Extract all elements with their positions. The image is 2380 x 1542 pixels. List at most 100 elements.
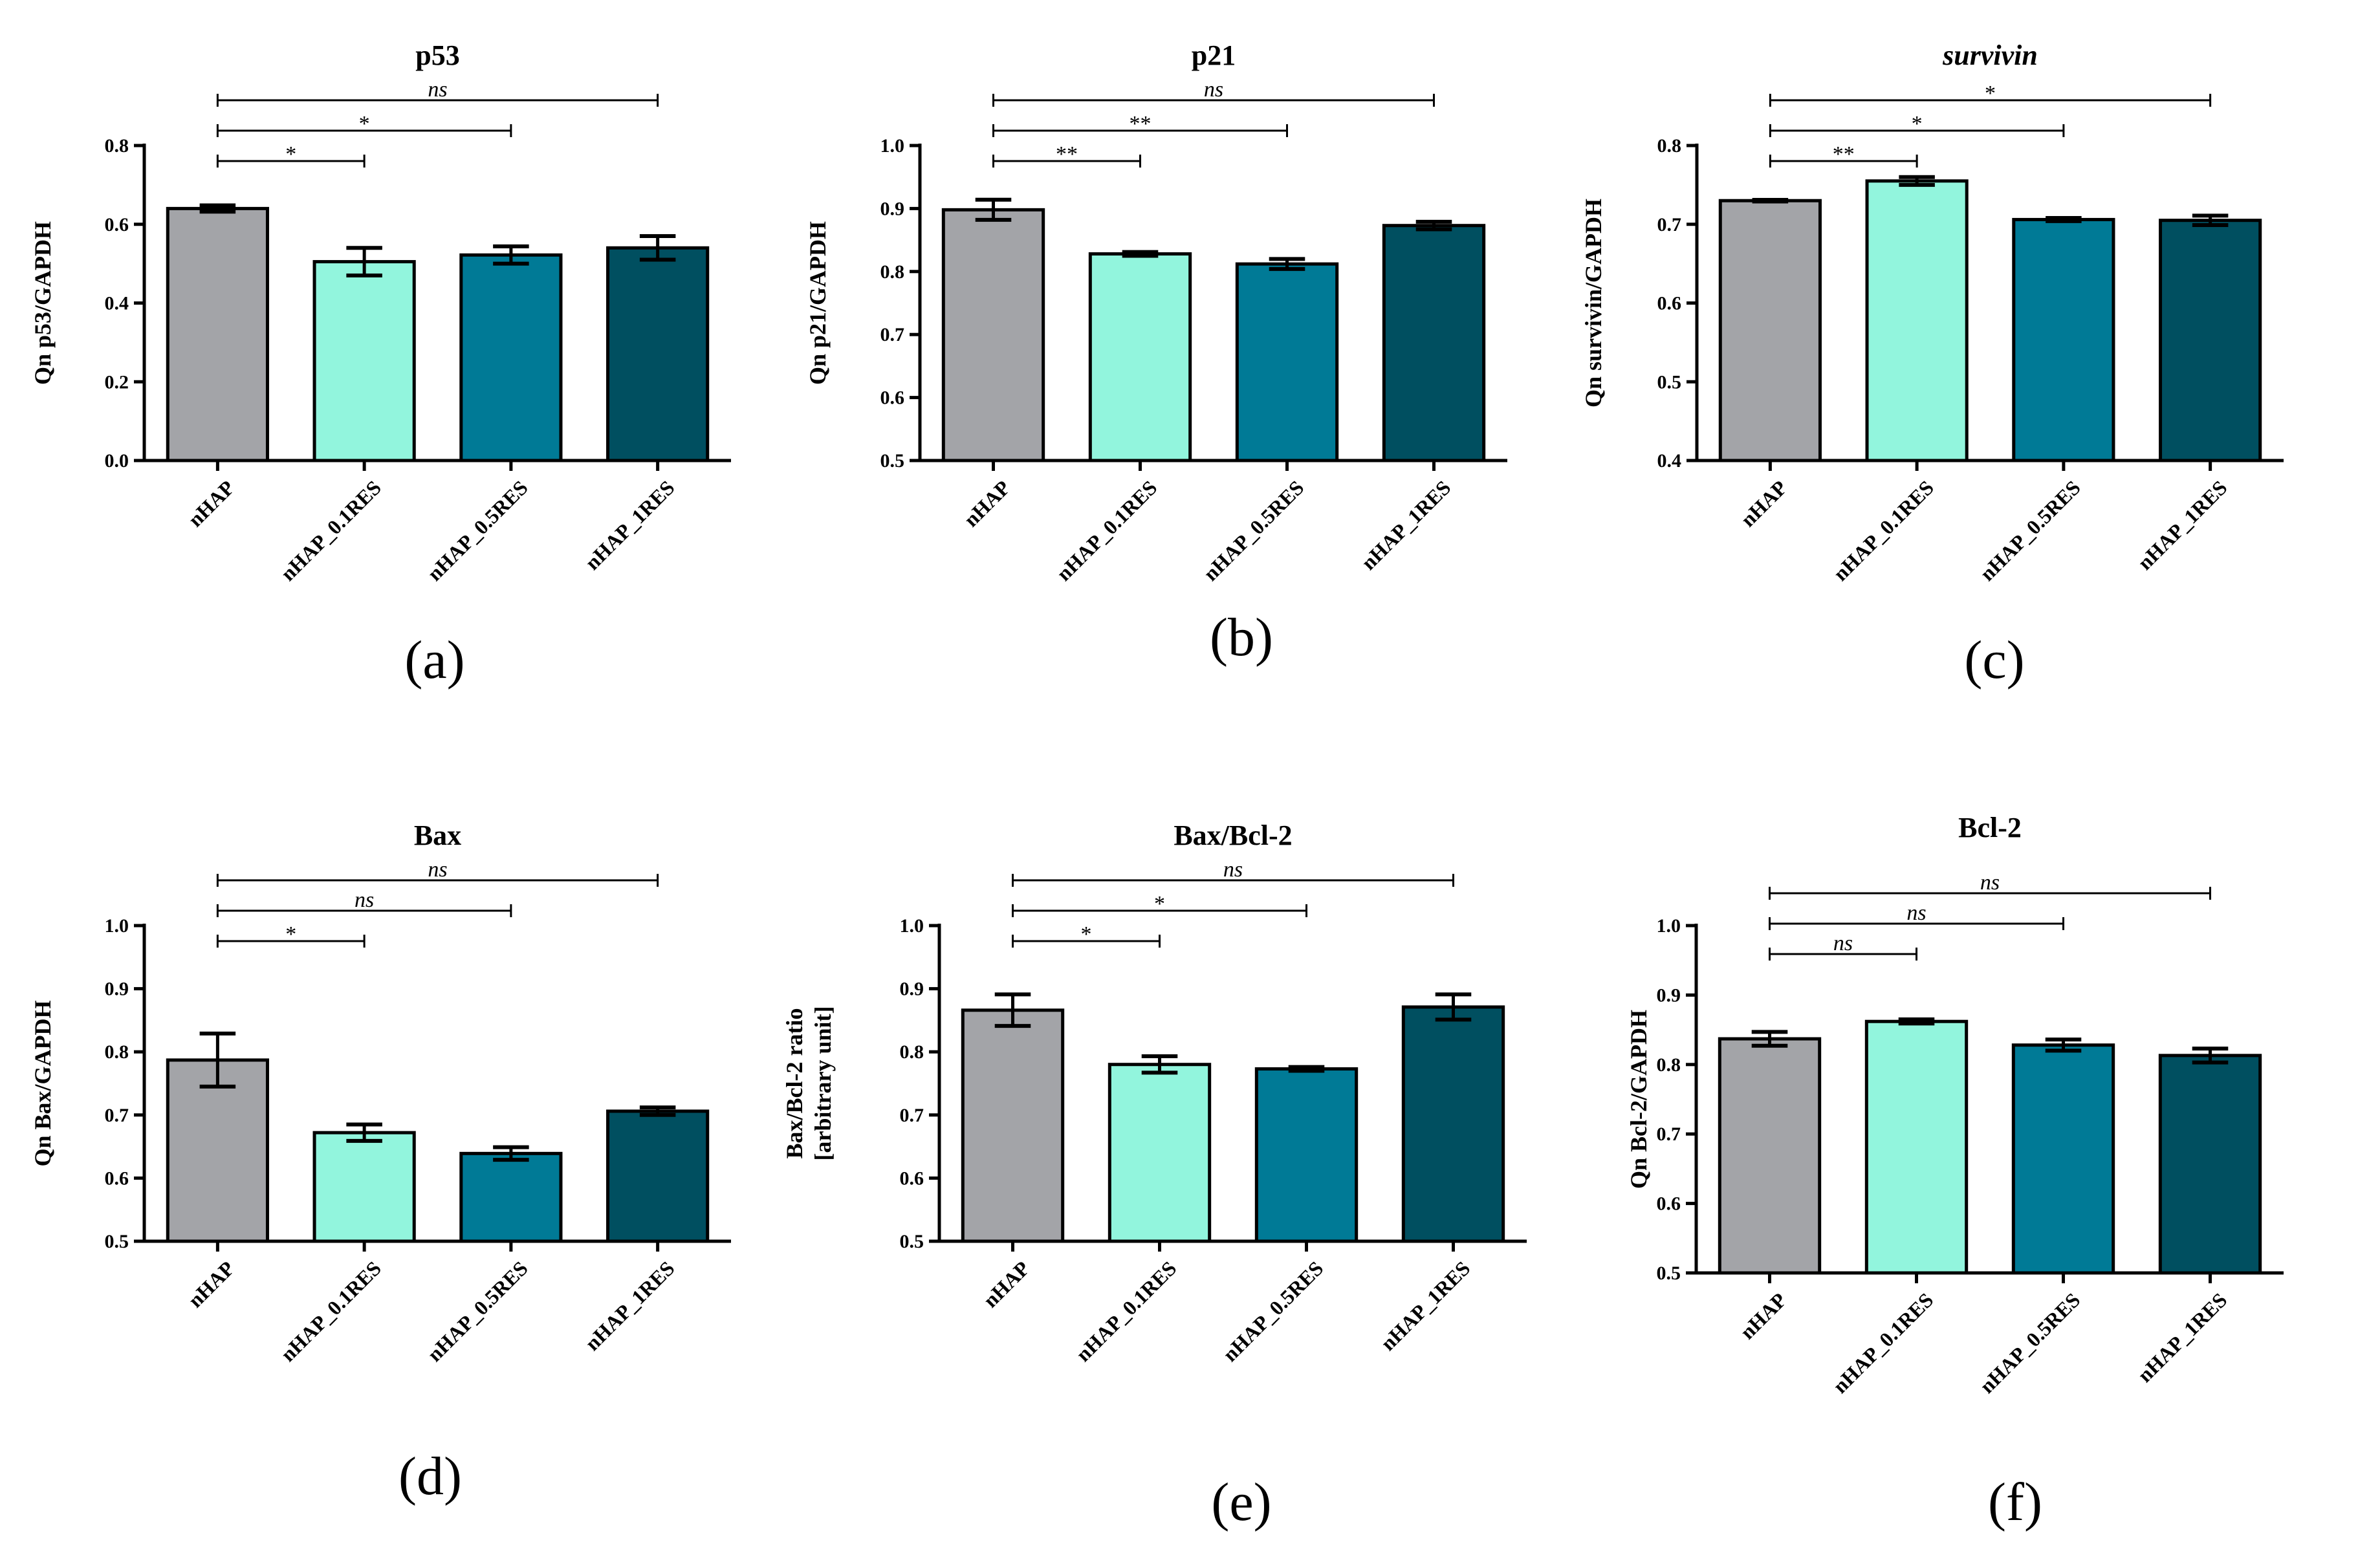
significance-label: ** [1833, 142, 1855, 166]
panel-label: (b) [1210, 607, 1273, 668]
y-tick-label: 0.5 [880, 450, 905, 472]
y-tick-label: 0.5 [1657, 1263, 1681, 1284]
x-tick-label: nHAP [184, 475, 239, 531]
bar-nHAP_1RES [2159, 219, 2262, 462]
y-tick-label: 1.0 [1657, 915, 1681, 937]
chart-panel-a: p53 0.0 0.2 0.4 0.6 0.8 nHAP nHAP_0.1RES nHAP_0.… [30, 39, 731, 690]
significance-label: * [1985, 81, 1996, 105]
x-tick-label: nHAP_0.1RES [1071, 1256, 1181, 1365]
y-tick-label: 0.9 [900, 979, 924, 1000]
bar-nHAP_1RES [1401, 1005, 1505, 1243]
significance-label: ns [355, 888, 374, 912]
y-tick-label: 0.9 [105, 979, 129, 1000]
y-axis-label: Qn Bcl-2/GAPDH [1626, 1010, 1652, 1189]
bar-nHAP_0.5RES [1235, 262, 1339, 462]
x-tick-label: nHAP_1RES [1376, 1256, 1474, 1354]
x-tick-label: nHAP [1736, 1288, 1791, 1343]
significance-label: * [285, 142, 296, 166]
x-tick-label: nHAP_0.5RES [1975, 475, 2084, 585]
x-tick-label: nHAP_1RES [580, 475, 679, 574]
bar-nHAP [166, 206, 269, 462]
y-tick-label: 0.6 [880, 387, 905, 409]
bar-nHAP_0.1RES [1108, 1063, 1212, 1243]
bar-nHAP_0.5RES [459, 1151, 563, 1243]
x-tick-label: nHAP [959, 475, 1015, 531]
bar-nHAP_0.1RES [312, 1131, 416, 1243]
y-tick-label: 0.6 [1657, 293, 1682, 314]
x-tick-label: nHAP_1RES [580, 1256, 679, 1354]
y-tick-label: 0.6 [900, 1167, 924, 1189]
bar-nHAP_0.5RES [1254, 1067, 1359, 1243]
x-tick-label: nHAP_0.1RES [1829, 475, 1938, 585]
bar-nHAP [1718, 1037, 1822, 1275]
bar-nHAP [166, 1058, 269, 1243]
significance-label: * [285, 922, 296, 946]
y-tick-label: 0.6 [1657, 1193, 1681, 1215]
y-tick-label: 0.5 [105, 1231, 129, 1252]
y-tick-label: 0.8 [105, 135, 129, 157]
y-tick-label: 1.0 [880, 135, 905, 157]
bar-nHAP_0.1RES [312, 260, 416, 462]
chart-panel-c: survivin 0.4 0.5 0.6 0.7 0.8 nHAP nHAP_0.1RES nH… [1580, 39, 2284, 690]
chart-panel-b: p21 0.5 0.6 0.7 0.8 0.9 1.0 nHAP nHAP_0.1RES nHAP… [805, 39, 1507, 668]
bar-nHAP_0.5RES [2011, 1043, 2115, 1275]
x-tick-label: nHAP [979, 1256, 1034, 1312]
x-tick-label: nHAP_1RES [2133, 1288, 2231, 1386]
chart-panel-f: Bcl-2 0.5 0.6 0.7 0.8 0.9 1.0 nHAP nHAP_0.1RES nH… [1626, 812, 2284, 1532]
bar-nHAP_0.1RES [1864, 1019, 1969, 1275]
panel-label: (a) [404, 630, 464, 690]
significance-label: ns [428, 858, 447, 882]
y-tick-label: 0.4 [105, 293, 129, 314]
x-tick-label: nHAP [184, 1256, 239, 1312]
significance-label: ns [1980, 871, 2000, 895]
chart-title: p53 [415, 39, 459, 71]
y-tick-label: 0.2 [105, 371, 129, 393]
bar-nHAP_0.1RES [1088, 252, 1192, 462]
bar-nHAP_0.5RES [2012, 217, 2115, 462]
significance-label: * [1154, 892, 1165, 916]
x-tick-label: nHAP_0.1RES [276, 1256, 386, 1365]
bar-nHAP_1RES [606, 246, 710, 462]
significance-label: ns [428, 78, 447, 102]
bar-nHAP [1718, 199, 1822, 462]
y-tick-label: 0.6 [105, 1167, 129, 1189]
panel-label: (e) [1211, 1472, 1271, 1532]
chart-title: Bax/Bcl-2 [1174, 820, 1292, 851]
y-axis-label: [arbitrary unit] [810, 1006, 836, 1161]
x-tick-label: nHAP_0.1RES [1052, 475, 1161, 585]
chart-title: Bax [414, 820, 461, 851]
chart-panel-e: Bax/Bcl-2 0.5 0.6 0.7 0.8 0.9 1.0 nHAP nHAP_0.1R… [781, 820, 1527, 1532]
bar-nHAP [961, 1008, 1065, 1243]
y-tick-label: 0.0 [105, 450, 129, 472]
panel-label: (d) [398, 1446, 462, 1506]
y-tick-label: 0.7 [880, 324, 905, 345]
significance-label: ns [1833, 931, 1853, 955]
bar-nHAP_1RES [1382, 224, 1486, 462]
y-tick-label: 0.8 [1657, 135, 1682, 157]
x-tick-label: nHAP_1RES [2133, 475, 2231, 574]
bar-nHAP_1RES [606, 1109, 710, 1243]
y-tick-label: 1.0 [900, 915, 924, 937]
y-tick-label: 0.7 [900, 1105, 924, 1126]
significance-label: * [359, 112, 370, 136]
y-tick-label: 0.8 [880, 261, 905, 283]
y-tick-label: 0.5 [1657, 371, 1682, 393]
y-tick-label: 0.7 [1657, 214, 1682, 235]
significance-label: ns [1223, 858, 1243, 882]
bar-nHAP [941, 208, 1045, 462]
significance-label: * [1081, 922, 1092, 946]
x-tick-label: nHAP_0.5RES [1218, 1256, 1327, 1365]
significance-label: ns [1906, 901, 1926, 925]
significance-label: ** [1130, 112, 1152, 136]
x-tick-label: nHAP_0.5RES [1199, 475, 1308, 585]
y-tick-label: 0.8 [900, 1041, 924, 1063]
panel-label: (c) [1964, 630, 2024, 690]
y-tick-label: 0.7 [105, 1105, 129, 1126]
chart-panel-d: Bax 0.5 0.6 0.7 0.8 0.9 1.0 nHAP nHAP_0.1RES nHAP… [30, 820, 731, 1506]
y-tick-label: 0.6 [105, 214, 129, 235]
x-tick-label: nHAP_1RES [1357, 475, 1455, 574]
significance-label: * [1912, 112, 1923, 136]
y-tick-label: 0.4 [1657, 450, 1682, 472]
